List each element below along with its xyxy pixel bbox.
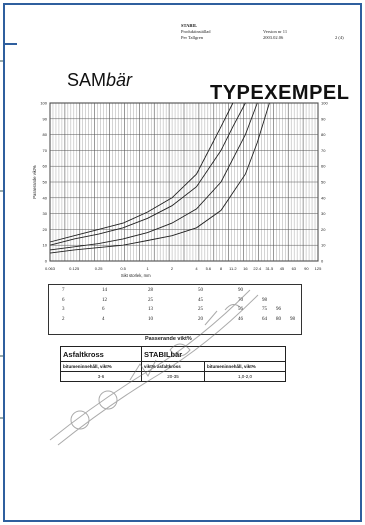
header-date: 2003.02.06 (263, 35, 284, 40)
spec-sub-3: bitumeninnehåll, vikt% (203, 361, 287, 372)
table-cell: 3 (62, 307, 65, 312)
y-tick-label: 20 (43, 227, 48, 232)
x-tick-label: 0.5 (120, 266, 126, 271)
brand-italic: bär (106, 70, 133, 90)
brand-prefix: SAM (67, 70, 107, 90)
x-tick-label: 125 (315, 266, 322, 271)
table-cell: 13 (148, 307, 153, 312)
y-tick-label-right: 40 (321, 195, 326, 200)
table-cell: 98 (262, 297, 267, 303)
table-cell: 2 (62, 316, 65, 322)
table-cell: 45 (198, 297, 203, 303)
page-edge-marker (5, 43, 17, 45)
table-cell: 12 (102, 297, 107, 303)
series-line-2 (49, 102, 258, 251)
spec-head-right: STABILbär (141, 346, 286, 362)
spec-table: Asfaltkross STABILbär bitumeninnehåll, v… (59, 346, 287, 382)
spec-sub-2: vikt% asfaltkross (141, 361, 205, 372)
y-tick-label: 10 (43, 243, 48, 248)
y-tick-label-right: 0 (321, 259, 324, 264)
y-tick-label-right: 60 (321, 164, 326, 169)
y-tick-label: 0 (45, 259, 48, 264)
x-tick-label: 5.6 (206, 266, 212, 271)
table-cell: 6 (102, 307, 105, 312)
x-tick-label: 8 (220, 266, 223, 271)
document-header: STABIL Produktinställad Per Tallgren (181, 23, 211, 41)
header-product-line: Produktinställad (181, 29, 211, 34)
y-tick-label: 70 (43, 148, 48, 153)
header-page-number: 2 (4) (335, 35, 344, 40)
y-tick-label: 80 (43, 132, 48, 137)
spec-sub-1: bitumeninnehåll, vikt% (59, 361, 143, 372)
series-line-4 (49, 102, 234, 243)
spec-head-left: Asfaltkross (59, 346, 143, 362)
x-axis-label: Sikt storlek, mm (121, 273, 151, 278)
x-tick-label: 0.125 (69, 266, 80, 271)
x-tick-label: 1 (146, 266, 149, 271)
y-axis-label: Passerande vikt% (32, 165, 37, 199)
y-tick-label-right: 50 (321, 180, 326, 185)
table-cell: 46 (238, 316, 243, 322)
table-cell: 96 (276, 307, 281, 312)
header-version: Version nr 11 (263, 29, 288, 34)
table-cell: 80 (276, 316, 281, 322)
table-cell: 25 (148, 297, 153, 303)
y-tick-label-right: 10 (321, 243, 326, 248)
x-tick-label: 0.25 (95, 266, 104, 271)
y-tick-label: 90 (43, 116, 48, 121)
series-line-1 (49, 102, 270, 254)
x-tick-label: 2 (171, 266, 174, 271)
table-cell: 90 (238, 288, 243, 293)
y-tick-label-right: 70 (321, 148, 326, 153)
table-cell: 98 (290, 316, 295, 322)
margin-marker (0, 190, 3, 192)
table-cell: 70 (238, 297, 243, 303)
spec-value-3: 1,0-2,0 (203, 371, 287, 382)
x-tick-label: 90 (304, 266, 309, 271)
x-tick-label: 4 (195, 266, 198, 271)
document-title: TYPEXEMPEL (210, 82, 350, 104)
spec-value-1: 3-6 (59, 371, 143, 382)
x-tick-label: 45 (280, 266, 285, 271)
y-tick-label: 100 (40, 101, 47, 106)
margin-marker (0, 355, 3, 357)
table-cell: 25 (198, 307, 203, 312)
x-tick-label: 16 (243, 266, 248, 271)
y-tick-label-right: 80 (321, 132, 326, 137)
y-tick-label-right: 90 (321, 116, 326, 121)
table-cell: 56 (238, 307, 243, 312)
header-author: Per Tallgren (181, 35, 203, 40)
table-cell: 6 (62, 297, 65, 303)
x-tick-label: 11.2 (229, 266, 237, 271)
x-tick-label: 22.4 (253, 266, 262, 271)
table-cell: 20 (198, 316, 203, 322)
table-cell: 14 (102, 288, 107, 293)
y-tick-label-right: 20 (321, 227, 326, 232)
brand-name: SAMbär (67, 70, 132, 91)
y-tick-label: 40 (43, 195, 48, 200)
header-company: STABIL (181, 23, 198, 28)
y-tick-label-right: 100 (321, 101, 328, 106)
x-tick-label: 31.5 (265, 266, 274, 271)
x-tick-label: 0.063 (45, 266, 56, 271)
table-cell: 50 (198, 288, 203, 293)
table-cell: 28 (148, 288, 153, 293)
table-cell: 64 (262, 316, 267, 322)
table-cell: 7 (62, 288, 65, 293)
table-footer-label: Passerande vikt% (145, 336, 192, 342)
x-tick-label: 63 (292, 266, 297, 271)
document-header-right: Version nr 11 2003.02.06 (263, 29, 287, 41)
y-tick-label: 30 (43, 211, 48, 216)
margin-marker (0, 60, 3, 62)
y-tick-label-right: 30 (321, 211, 326, 216)
y-tick-label: 60 (43, 164, 48, 169)
table-cell: 75 (262, 307, 267, 312)
margin-marker (0, 417, 3, 419)
table-cell: 4 (102, 316, 105, 322)
y-tick-label: 50 (43, 180, 48, 185)
table-cell: 10 (148, 316, 153, 322)
series-line-3 (49, 102, 246, 246)
spec-value-2: 20-35 (141, 371, 205, 382)
